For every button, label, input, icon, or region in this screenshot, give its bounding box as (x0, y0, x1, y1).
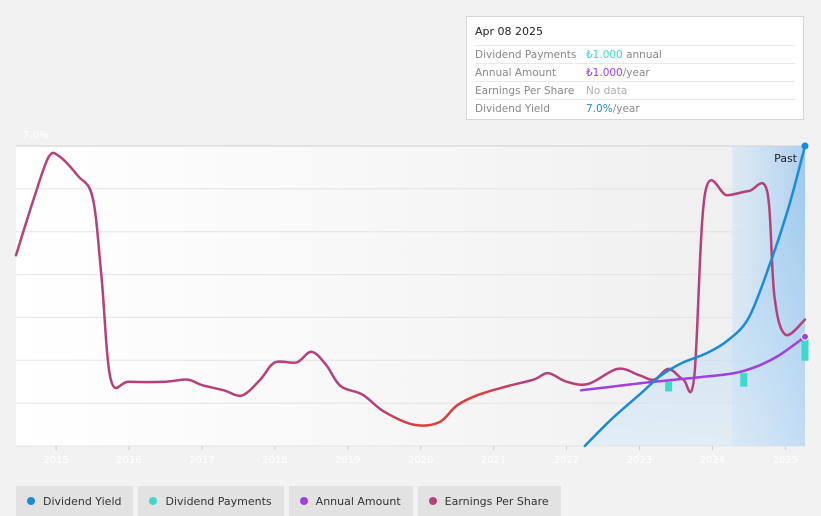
tooltip-row-dividend-payments: Dividend Payments ₺1.000 annual (475, 45, 795, 63)
dividend-payment-bar (740, 373, 748, 387)
x-tick-label: 2024 (700, 455, 725, 466)
x-tick-label: 2021 (481, 455, 506, 466)
legend-item-earnings-per-share[interactable]: Earnings Per Share (417, 486, 561, 516)
tooltip-label: Dividend Payments (475, 48, 577, 61)
tooltip: Apr 08 2025 Dividend Payments ₺1.000 ann… (466, 16, 804, 120)
y-axis-label-bottom: 0% (23, 430, 39, 441)
x-tick-label: 2020 (408, 455, 433, 466)
tooltip-value: ₺1.000 (586, 48, 623, 61)
chart-legend: Dividend Yield Dividend Payments Annual … (16, 486, 566, 516)
legend-label: Dividend Yield (43, 494, 122, 508)
tooltip-value: ₺1.000 (586, 66, 623, 79)
legend-item-dividend-payments[interactable]: Dividend Payments (138, 486, 284, 516)
dividend-yield-area (584, 146, 805, 446)
dividend-yield-line (583, 144, 807, 448)
tooltip-label: Annual Amount (475, 66, 557, 79)
x-tick-label: 2015 (43, 455, 68, 466)
tooltip-label: Earnings Per Share (475, 84, 575, 97)
tooltip-suffix: /year (622, 66, 650, 79)
annual-amount-line (579, 335, 807, 392)
x-tick-label: 2025 (773, 455, 798, 466)
annual-amount-end-dot (801, 332, 809, 341)
tooltip-value: No data (586, 84, 628, 97)
dividend-yield-end-dot (801, 142, 809, 150)
tooltip-suffix: /year (612, 102, 640, 115)
legend-dot-icon (149, 497, 158, 505)
eps-line (14, 151, 807, 427)
x-tick-label: 2019 (335, 455, 360, 466)
legend-item-dividend-yield[interactable]: Dividend Yield (16, 486, 134, 516)
dividend-payments-bars (665, 336, 809, 392)
dividend-payment-bar (665, 381, 673, 392)
x-tick-label: 2023 (627, 455, 652, 466)
x-tick-label: 2016 (116, 455, 141, 466)
x-axis-ticks: 2015 2016 2017 2018 2019 2020 2021 2022 2023 2024… (43, 446, 798, 466)
tooltip-date: Apr 08 2025 (475, 25, 544, 38)
tooltip-row-annual-amount: Annual Amount ₺1.000/year (475, 63, 795, 81)
legend-dot-icon (299, 497, 308, 505)
legend-dot-icon (428, 497, 437, 505)
legend-item-annual-amount[interactable]: Annual Amount (288, 486, 413, 516)
legend-label: Annual Amount (315, 494, 401, 508)
legend-label: Dividend Payments (165, 494, 272, 508)
grid-lines (16, 145, 805, 447)
legend-label: Earnings Per Share (444, 494, 549, 508)
tooltip-row-earnings-per-share: Earnings Per Share No data (475, 81, 795, 99)
dividend-payment-bar (801, 336, 809, 361)
x-tick-label: 2017 (189, 455, 214, 466)
tooltip-value: 7.0% (586, 102, 613, 115)
x-tick-label: 2018 (262, 455, 287, 466)
tooltip-label: Dividend Yield (475, 102, 550, 115)
y-axis-label-top: 7.0% (23, 130, 48, 141)
tooltip-suffix: annual (622, 48, 662, 61)
x-tick-label: 2022 (554, 455, 579, 466)
legend-dot-icon (27, 497, 35, 505)
past-label: Past (774, 152, 798, 165)
tooltip-row-dividend-yield: Dividend Yield 7.0%/year (475, 99, 795, 117)
